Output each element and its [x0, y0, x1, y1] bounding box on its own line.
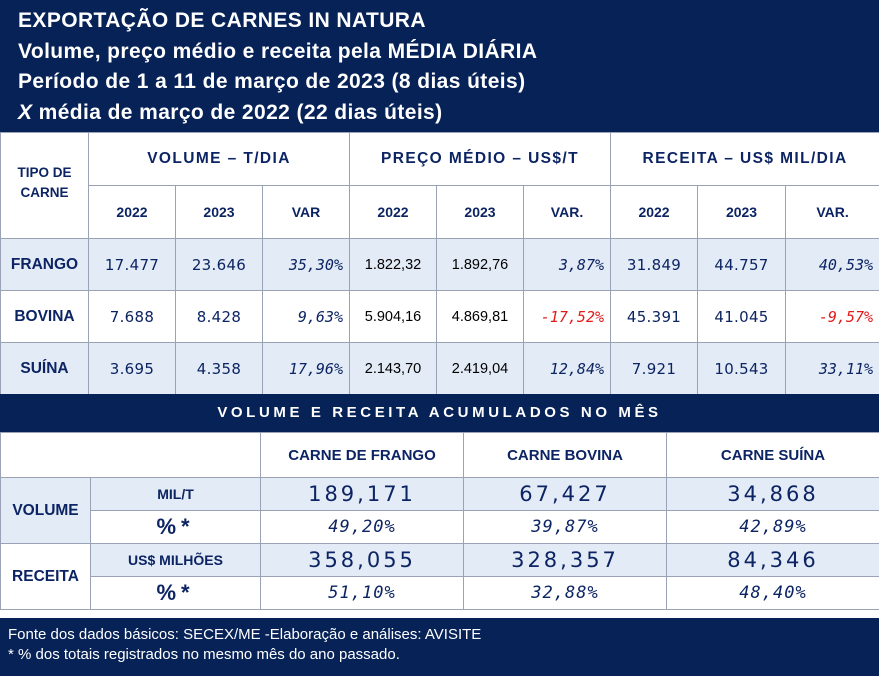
accumulated-band: VOLUME E RECEITA ACUMULADOS NO MÊS — [0, 394, 879, 432]
var-header: VAR. — [785, 185, 879, 239]
report-footer: Fonte dos dados básicos: SECEX/ME -Elabo… — [0, 618, 879, 676]
volume-frango-pct: 49,20% — [260, 510, 464, 544]
header-x-mark: X — [18, 100, 33, 124]
volume-bovina-pct: 39,87% — [463, 510, 667, 544]
receita-2022-cell: 7.921 — [610, 342, 699, 395]
receita-var-cell: -9,57% — [785, 290, 879, 343]
volume-2023-cell: 8.428 — [175, 290, 263, 343]
daily-average-table: TIPO DE CARNE VOLUME – T/DIA PREÇO MÉDIO… — [0, 132, 879, 395]
volume-2023-cell: 23.646 — [175, 238, 263, 291]
header-title: EXPORTAÇÃO DE CARNES IN NATURA — [18, 9, 426, 32]
receita-pct-label: %* — [90, 576, 261, 610]
var-header: VAR. — [522, 185, 612, 239]
volume-bovina-value: 67,427 — [463, 477, 667, 511]
volume-pct-label: %* — [90, 510, 261, 544]
year-header: 2022 — [610, 185, 699, 239]
receita-suina-pct: 48,40% — [666, 576, 879, 610]
volume-2022-cell: 3.695 — [88, 342, 176, 395]
volume-frango-value: 189,171 — [260, 477, 464, 511]
preco-2022-cell: 2.143,70 — [349, 342, 437, 395]
preco-2022-cell: 5.904,16 — [349, 290, 437, 343]
preco-var-cell: 12,84% — [522, 342, 612, 395]
receita-var-cell: 40,53% — [785, 238, 879, 291]
header-subtitle: Volume, preço médio e receita pela MÉDIA… — [18, 39, 538, 63]
column-header-frango: CARNE DE FRANGO — [260, 432, 464, 478]
preco-2022-cell: 1.822,32 — [349, 238, 437, 291]
table-row: BOVINA 7.688 8.428 9,63% 5.904,16 4.869,… — [0, 290, 879, 343]
var-header: VAR — [262, 185, 350, 239]
receita-bovina-value: 328,357 — [463, 543, 667, 577]
header-period: Período de 1 a 11 de março de 2023 (8 di… — [18, 70, 526, 93]
receita-group-header: RECEITA – US$ MIL/DIA — [610, 132, 879, 186]
row-label: SUÍNA — [0, 342, 89, 395]
table-row: FRANGO 17.477 23.646 35,30% 1.822,32 1.8… — [0, 238, 879, 291]
receita-bovina-pct: 32,88% — [463, 576, 667, 610]
volume-pct-row: %* 49,20% 39,87% 42,89% — [1, 510, 879, 544]
column-header-suina: CARNE SUÍNA — [666, 432, 879, 478]
receita-2023-cell: 10.543 — [697, 342, 787, 395]
row-label: FRANGO — [0, 238, 89, 291]
receita-frango-pct: 51,10% — [260, 576, 464, 610]
receita-2022-cell: 31.849 — [610, 238, 699, 291]
preco-2023-cell: 2.419,04 — [436, 342, 524, 395]
tipo-carne-header: TIPO DE CARNE — [0, 132, 89, 239]
receita-row-label: RECEITA — [0, 543, 91, 610]
volume-2022-cell: 17.477 — [88, 238, 176, 291]
table-row: SUÍNA 3.695 4.358 17,96% 2.143,70 2.419,… — [0, 342, 879, 395]
volume-2022-cell: 7.688 — [88, 290, 176, 343]
volume-suina-value: 34,868 — [666, 477, 879, 511]
column-header-bovina: CARNE BOVINA — [463, 432, 667, 478]
receita-pct-row: %* 51,10% 32,88% 48,40% — [1, 576, 879, 610]
preco-var-cell: -17,52% — [522, 290, 612, 343]
volume-var-cell: 35,30% — [262, 238, 350, 291]
preco-var-cell: 3,87% — [522, 238, 612, 291]
empty-corner — [0, 432, 261, 478]
year-header: 2023 — [175, 185, 263, 239]
year-header: 2022 — [349, 185, 437, 239]
receita-2023-cell: 44.757 — [697, 238, 787, 291]
footer-source: Fonte dos dados básicos: SECEX/ME -Elabo… — [8, 626, 482, 643]
volume-row-label: VOLUME — [0, 477, 91, 544]
receita-frango-value: 358,055 — [260, 543, 464, 577]
volume-suina-pct: 42,89% — [666, 510, 879, 544]
receita-values-row: RECEITA US$ MILHÕES 358,055 328,357 84,3… — [0, 543, 879, 610]
receita-var-cell: 33,11% — [785, 342, 879, 395]
year-header: 2022 — [88, 185, 176, 239]
receita-unit-label: US$ MILHÕES — [90, 543, 261, 577]
volume-2023-cell: 4.358 — [175, 342, 263, 395]
year-header: 2023 — [697, 185, 787, 239]
header-comparison-text: média de março de 2022 (22 dias úteis) — [32, 100, 443, 124]
footer-note: * % dos totais registrados no mesmo mês … — [8, 646, 400, 663]
volume-var-cell: 9,63% — [262, 290, 350, 343]
volume-var-cell: 17,96% — [262, 342, 350, 395]
header-comparison: X média de março de 2022 (22 dias úteis) — [18, 98, 879, 129]
receita-suina-value: 84,346 — [666, 543, 879, 577]
year-header: 2023 — [436, 185, 524, 239]
volume-unit-label: MIL/T — [90, 477, 261, 511]
accumulated-table: CARNE DE FRANGO CARNE BOVINA CARNE SUÍNA… — [0, 432, 879, 610]
volume-values-row: VOLUME MIL/T 189,171 67,427 34,868 — [0, 477, 879, 544]
preco-2023-cell: 1.892,76 — [436, 238, 524, 291]
row-label: BOVINA — [0, 290, 89, 343]
receita-2022-cell: 45.391 — [610, 290, 699, 343]
report-header: EXPORTAÇÃO DE CARNES IN NATURA Volume, p… — [0, 0, 879, 132]
preco-2023-cell: 4.869,81 — [436, 290, 524, 343]
volume-group-header: VOLUME – T/DIA — [88, 132, 350, 186]
preco-group-header: PREÇO MÉDIO – US$/T — [348, 132, 612, 186]
receita-2023-cell: 41.045 — [697, 290, 787, 343]
